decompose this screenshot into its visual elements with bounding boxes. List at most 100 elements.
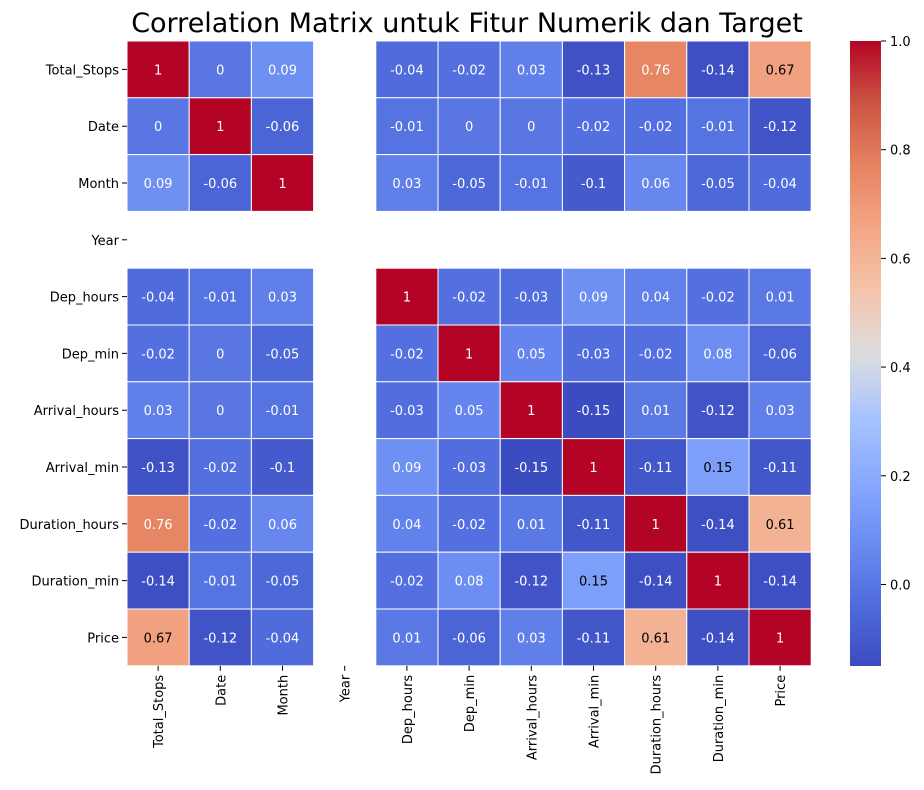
y-tick-label: Dep_hours (50, 291, 120, 306)
heatmap-cell (748, 154, 812, 212)
heatmap-cell (126, 40, 190, 99)
heatmap-cells (126, 40, 812, 667)
heatmap-cell (748, 267, 812, 326)
heatmap-cell (748, 324, 812, 383)
heatmap-cell (748, 608, 812, 667)
heatmap-cell (686, 324, 750, 383)
heatmap-cell (250, 40, 315, 99)
heatmap-cell (499, 324, 563, 383)
heatmap-cell (561, 154, 626, 212)
heatmap-cell (250, 154, 315, 212)
cell-value-label: -0.01 (701, 120, 735, 135)
heatmap-cell (499, 438, 563, 496)
x-tick-label: Dep_min (463, 675, 478, 732)
cell-value-label: -0.02 (577, 120, 611, 135)
y-tick-label: Arrival_min (46, 461, 119, 476)
cell-value-label: -0.06 (763, 347, 797, 362)
cell-value-label: 0.01 (392, 631, 421, 646)
heatmap-cell (126, 608, 190, 667)
cell-value-label: 0.09 (144, 177, 173, 192)
heatmap-annotations: 1 0 0.09 -0.04 -0.02 0.03 -0.13 0.76 -0.14 0.67 0 1… (141, 63, 797, 646)
cell-value-label: 1 (465, 347, 473, 362)
cell-value-label: 0.01 (517, 518, 546, 533)
y-tick-label: Month (78, 177, 119, 192)
cell-value-label: 0.15 (703, 461, 732, 476)
heatmap-cell (686, 154, 750, 212)
cell-value-label: 0.06 (268, 518, 297, 533)
cell-value-label: -0.12 (763, 120, 797, 135)
cell-value-label: 0.09 (392, 461, 421, 476)
cell-value-label: -0.03 (577, 347, 611, 362)
cell-value-label: -0.01 (266, 404, 300, 419)
chart-title: Correlation Matrix untuk Fitur Numerik d… (131, 8, 803, 39)
heatmap-cell (499, 97, 563, 156)
colorbar: 0.0 0.2 0.4 0.6 0.8 1.0 (850, 35, 911, 666)
cell-value-label: -0.1 (270, 461, 295, 476)
cell-value-label: -0.01 (514, 177, 548, 192)
cell-value-label: 1 (589, 461, 597, 476)
cell-value-label: -0.13 (141, 461, 175, 476)
y-tick-label: Dep_min (62, 347, 119, 362)
heatmap-cell (188, 40, 252, 99)
cell-value-label: 1 (714, 575, 722, 590)
cell-value-label: -0.14 (763, 575, 797, 590)
heatmap-cell (250, 494, 315, 553)
cell-value-label: 0.67 (144, 631, 173, 646)
heatmap-cell (437, 324, 501, 383)
heatmap-cell (375, 494, 439, 553)
cell-value-label: 0.01 (766, 291, 795, 306)
heatmap-cell (188, 324, 252, 383)
cell-value-label: 0.03 (517, 63, 546, 78)
heatmap-cell (686, 267, 750, 326)
colorbar-tick-label: 0.2 (890, 470, 911, 485)
cell-value-label: 1 (154, 63, 162, 78)
heatmap-cell (375, 438, 439, 496)
cell-value-label: 0.09 (268, 63, 297, 78)
heatmap-cell (561, 608, 626, 667)
cell-value-label: 0.76 (144, 518, 173, 533)
heatmap-cell (126, 154, 190, 212)
cell-value-label: 0.67 (766, 63, 795, 78)
cell-value-label: 1 (403, 291, 411, 306)
cell-value-label: 0.06 (641, 177, 670, 192)
cell-value-label: -0.14 (639, 575, 673, 590)
y-tick-label: Total_Stops (45, 63, 119, 78)
heatmap-cell (686, 551, 750, 610)
cell-value-label: -0.05 (266, 575, 300, 590)
heatmap-cell (437, 608, 501, 667)
heatmap-cell (188, 551, 252, 610)
x-tick-label: Arrival_min (588, 675, 603, 748)
heatmap-cell (250, 324, 315, 383)
y-tick-label: Arrival_hours (34, 404, 120, 419)
cell-value-label: -0.05 (701, 177, 735, 192)
x-tick-label: Price (774, 675, 789, 707)
cell-value-label: -0.02 (141, 347, 175, 362)
cell-value-label: 0.03 (144, 404, 173, 419)
x-tick-label: Total_Stops (152, 675, 167, 749)
heatmap-cell (250, 381, 315, 440)
cell-value-label: -0.01 (390, 120, 424, 135)
cell-value-label: -0.06 (266, 120, 300, 135)
cell-value-label: -0.06 (203, 177, 237, 192)
cell-value-label: -0.11 (639, 461, 673, 476)
cell-value-label: -0.15 (514, 461, 548, 476)
colorbar-tick-label: 0.4 (890, 361, 911, 376)
cell-value-label: -0.04 (141, 291, 175, 306)
x-axis: Total_Stops Date Month Year Dep_hours Dep_min… (152, 665, 789, 774)
colorbar-tick-label: 0.0 (890, 578, 911, 593)
heatmap-cell (624, 608, 688, 667)
heatmap-cell (375, 551, 439, 610)
cell-value-label: -0.04 (266, 631, 300, 646)
cell-value-label: -0.14 (701, 518, 735, 533)
heatmap-cell (624, 438, 688, 496)
cell-value-label: -0.14 (701, 63, 735, 78)
cell-value-label: -0.02 (639, 120, 673, 135)
cell-value-label: 1 (278, 177, 286, 192)
cell-value-label: -0.1 (581, 177, 606, 192)
heatmap-cell (126, 267, 190, 326)
heatmap-cell (561, 551, 626, 610)
cell-value-label: 0.01 (641, 404, 670, 419)
cell-value-label: 0 (154, 120, 162, 135)
cell-value-label: 0.76 (641, 63, 670, 78)
heatmap-cell (499, 267, 563, 326)
